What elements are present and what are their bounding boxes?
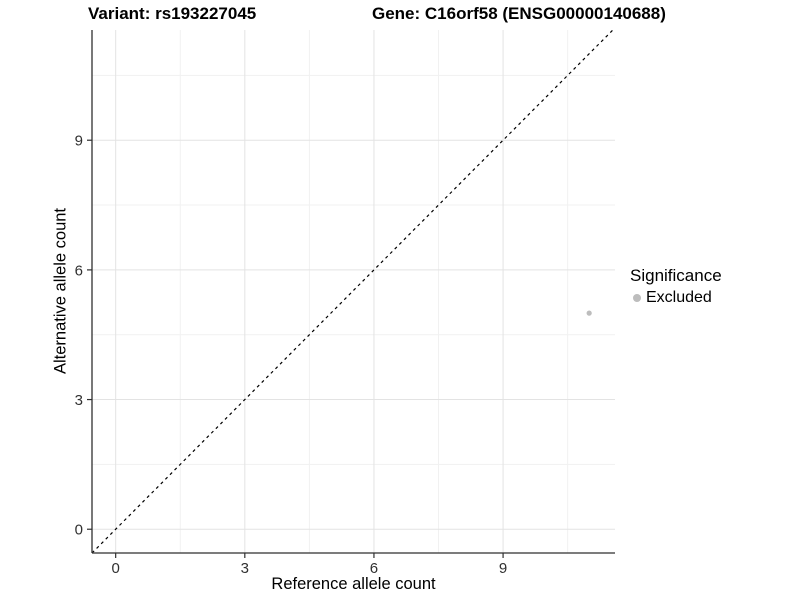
y-tick-label: 0 — [75, 522, 83, 539]
y-axis-title: Alternative allele count — [51, 207, 70, 375]
x-tick-label: 3 — [241, 560, 249, 577]
y-tick-label: 6 — [75, 262, 83, 279]
gene-title: Gene: C16orf58 (ENSG00000140688) — [372, 4, 666, 23]
legend-key-dot-icon — [633, 294, 641, 302]
legend: Significance Excluded — [630, 265, 722, 307]
legend-item-label: Excluded — [646, 289, 712, 306]
x-axis-title: Reference allele count — [271, 575, 436, 593]
y-tick-label: 9 — [75, 133, 83, 150]
x-tick-label: 6 — [370, 560, 378, 577]
legend-title: Significance — [630, 266, 722, 285]
x-tick-label: 9 — [499, 560, 507, 577]
legend-item-excluded: Excluded — [630, 289, 722, 307]
identity-dashed-line — [91, 29, 614, 554]
y-tick-label: 3 — [75, 392, 83, 409]
x-tick-label: 0 — [112, 560, 120, 577]
variant-title: Variant: rs193227045 — [88, 4, 257, 23]
data-point — [586, 310, 592, 316]
